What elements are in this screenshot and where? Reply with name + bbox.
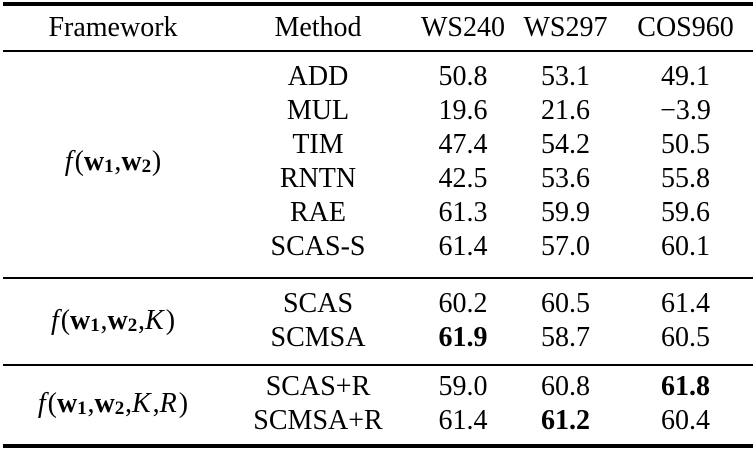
math-token: ,	[124, 388, 132, 419]
column-header-ws240: WS240	[421, 12, 505, 43]
math-token: K	[131, 388, 151, 419]
math-token: f	[64, 146, 73, 177]
math-token: 2	[141, 156, 152, 178]
score-cell: 53.6	[541, 163, 590, 194]
method-cell: RAE	[290, 197, 346, 228]
method-cell: TIM	[292, 129, 344, 160]
score-cell: 58.7	[541, 322, 590, 353]
math-token: (	[74, 146, 84, 177]
column-header-cos960: COS960	[637, 12, 734, 43]
framework-label: f(w 1, w 2)	[3, 146, 223, 178]
math-token: f	[50, 305, 59, 336]
math-token: (	[47, 388, 57, 419]
method-cell: SCMSA	[270, 322, 366, 353]
score-cell: 61.4	[661, 288, 710, 319]
math-token: )	[165, 305, 176, 336]
table-body: f(w 1, w 2) ADD 50.8 53.1 49.1 MUL 19.6 21.6 −3.9 T…	[3, 52, 753, 444]
math-token: ,	[87, 388, 95, 419]
math-token: w	[94, 388, 115, 419]
score-cell: 54.2	[541, 129, 590, 160]
method-cell: SCMSA+R	[253, 405, 383, 436]
column-header-method: Method	[274, 12, 362, 43]
score-cell: 60.8	[541, 371, 590, 402]
score-cell: 60.5	[541, 288, 590, 319]
math-token: w	[107, 305, 128, 336]
column-header-framework: Framework	[48, 12, 178, 43]
math-token: f	[37, 388, 46, 419]
score-cell: 61.2	[541, 405, 590, 436]
math-token: )	[151, 146, 162, 177]
math-token: w	[70, 305, 91, 336]
score-cell: 61.4	[438, 405, 488, 436]
math-token: R	[159, 388, 177, 419]
math-token: ,	[100, 305, 108, 336]
score-cell: 59.6	[661, 197, 710, 228]
score-cell: 59.9	[541, 197, 590, 228]
math-token: 2	[114, 398, 125, 420]
math-token: (	[60, 305, 71, 336]
score-cell: 50.5	[661, 129, 710, 160]
score-cell: 61.3	[438, 197, 488, 228]
score-cell: 61.8	[661, 371, 710, 402]
math-token: )	[178, 388, 189, 419]
framework-group-1: f(w 1, w 2) ADD 50.8 53.1 49.1 MUL 19.6 21.6 −3.9 T…	[3, 52, 753, 277]
score-cell: 55.8	[661, 163, 710, 194]
score-cell: 19.6	[438, 95, 488, 126]
math-token: 2	[127, 315, 138, 337]
score-cell: 61.4	[438, 231, 488, 262]
score-cell: 42.5	[438, 163, 488, 194]
score-cell: 49.1	[661, 61, 710, 92]
score-cell: 50.8	[438, 61, 488, 92]
header-divider-rule	[3, 50, 753, 52]
score-cell: 61.9	[438, 322, 488, 353]
score-cell: 21.6	[541, 95, 590, 126]
score-cell: 53.1	[541, 61, 590, 92]
table-bottom-rule	[3, 444, 753, 448]
math-token: ,	[138, 305, 146, 336]
score-cell: 60.1	[661, 231, 710, 262]
table-header-row: Framework Method WS240 WS297 COS960	[3, 6, 753, 50]
math-token: ,	[114, 146, 122, 177]
method-cell: ADD	[287, 61, 349, 92]
method-cell: SCAS+R	[265, 371, 371, 402]
score-cell: −3.9	[660, 95, 711, 126]
math-token: K	[145, 305, 164, 336]
math-token: 1	[90, 315, 100, 337]
method-cell: MUL	[286, 95, 350, 126]
score-cell: 59.0	[438, 371, 488, 402]
method-cell: SCAS	[282, 288, 354, 319]
score-cell: 60.2	[438, 288, 488, 319]
math-token: ,	[152, 388, 160, 419]
math-token: 1	[104, 156, 114, 178]
score-cell: 60.5	[661, 322, 710, 353]
group-divider-rule	[3, 364, 753, 366]
math-token: w	[56, 388, 78, 419]
score-cell: 57.0	[541, 231, 590, 262]
table-top-rule	[3, 2, 753, 6]
column-header-ws297: WS297	[523, 12, 608, 43]
math-token: w	[121, 146, 142, 177]
score-cell: 47.4	[438, 129, 488, 160]
math-token: 1	[77, 398, 87, 420]
math-token: w	[83, 146, 105, 177]
method-cell: RNTN	[279, 163, 357, 194]
score-cell: 60.4	[661, 405, 710, 436]
method-cell: SCAS-S	[270, 231, 366, 262]
group-divider-rule	[3, 277, 753, 279]
